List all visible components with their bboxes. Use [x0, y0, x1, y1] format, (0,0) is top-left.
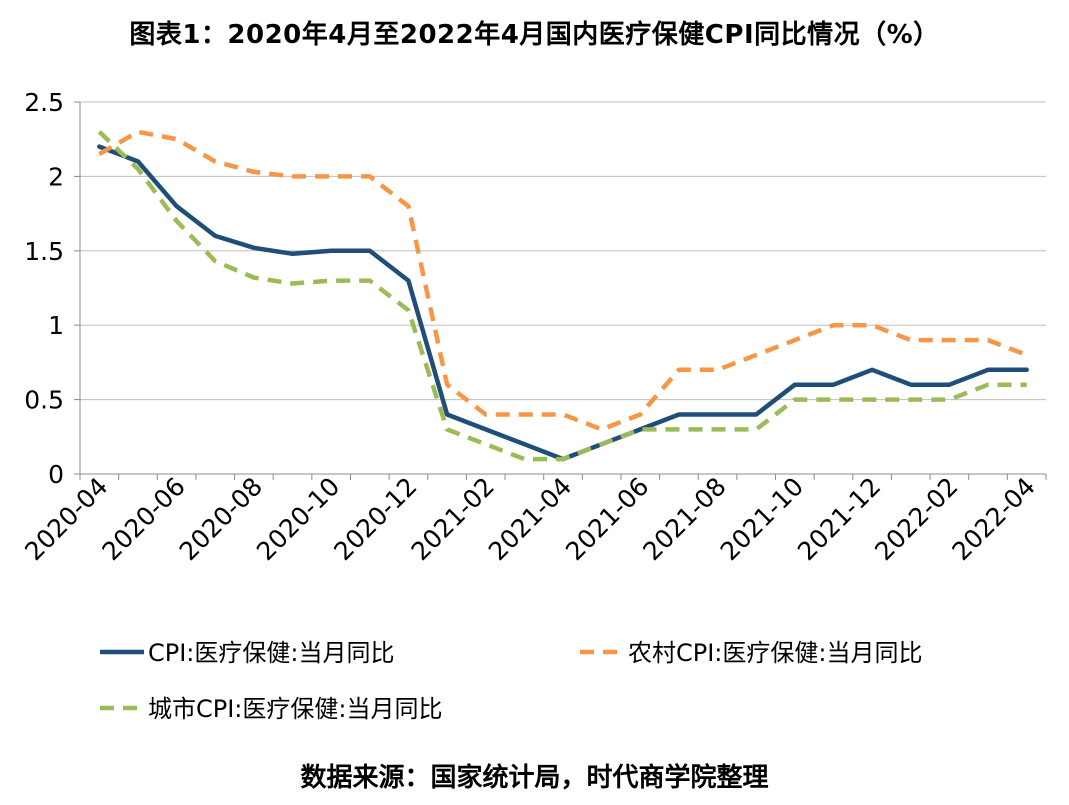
x-tick-label: 2021-04 [483, 472, 577, 566]
x-tick-label: 2020-08 [174, 472, 268, 566]
x-tick-label: 2020-06 [96, 472, 190, 566]
x-tick-label: 2021-02 [406, 472, 500, 566]
x-tick-label: 2022-02 [869, 472, 963, 566]
series-line-3 [97, 130, 1027, 462]
legend-label-2: 农村CPI:医疗保健:当月同比 [628, 639, 922, 667]
x-axis-ticks: 2020-042020-062020-082020-102020-122021-… [19, 472, 1041, 566]
legend: CPI:医疗保健:当月同比 农村CPI:医疗保健:当月同比城市CPI:医疗保健:当… [100, 639, 922, 723]
x-tick-label: 2021-10 [715, 472, 809, 566]
y-tick-label: 2.5 [24, 88, 64, 117]
x-tick-label: 2020-12 [328, 472, 422, 566]
y-tick-label: 0 [48, 460, 64, 489]
chart-title: 图表1：2020年4月至2022年4月国内医疗保健CPI同比情况（%） [129, 20, 940, 50]
legend-label-3: 城市CPI:医疗保健:当月同比 [148, 695, 442, 723]
x-tick-label: 2020-04 [19, 472, 113, 566]
x-tick-label: 2020-10 [251, 472, 345, 566]
y-tick-label: 1 [48, 311, 64, 340]
y-axis-ticks: 0 0.5 1 1.5 2 2.5 [24, 88, 64, 489]
data-source-note: 数据来源：国家统计局，时代商学院整理 [300, 763, 769, 793]
x-tick-label: 2021-06 [560, 472, 654, 566]
series-lines [97, 129, 1029, 462]
x-tick-label: 2022-04 [947, 472, 1041, 566]
legend-label-1: CPI:医疗保健:当月同比 [148, 639, 394, 667]
series-line-1 [97, 144, 1029, 462]
y-tick-label: 2 [48, 162, 64, 191]
y-tick-label: 0.5 [24, 386, 64, 415]
x-tick-label: 2021-08 [637, 472, 731, 566]
grid-lines [80, 101, 1046, 401]
x-tick-label: 2021-12 [792, 472, 886, 566]
series-line-2 [98, 129, 1028, 432]
y-tick-label: 1.5 [24, 237, 64, 266]
axes [74, 101, 1047, 480]
